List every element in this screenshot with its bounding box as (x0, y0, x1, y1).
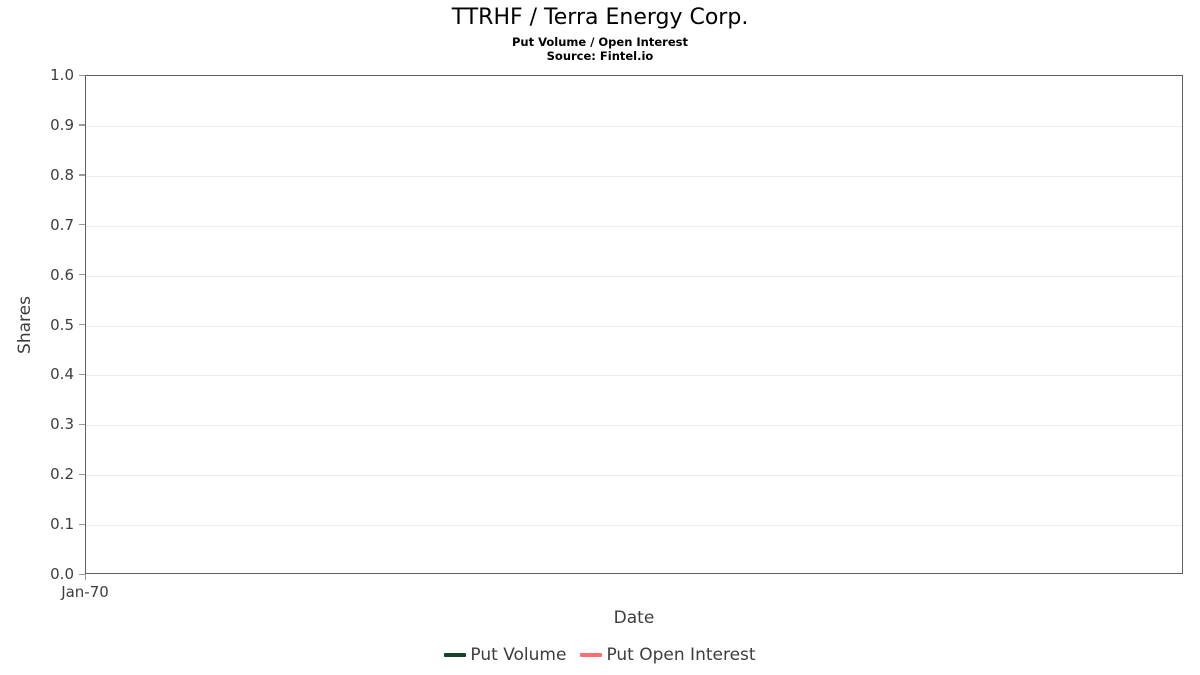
y-axis-tick-mark (79, 174, 85, 176)
x-axis: Jan-70 (61, 574, 1183, 604)
chart-legend: Put Volume Put Open Interest (0, 645, 1200, 665)
x-axis-tick-mark (85, 574, 87, 580)
y-axis-tick-mark (79, 423, 85, 426)
gridline (86, 375, 1182, 377)
y-axis-tick-mark (79, 573, 85, 575)
gridline (86, 475, 1182, 477)
gridline (86, 125, 1182, 127)
legend-label: Put Open Interest (606, 645, 756, 665)
y-axis-tick-label: 0.3 (50, 415, 74, 434)
y-axis-tick: 0.6 (0, 265, 85, 285)
y-axis-tick: 1.0 (0, 65, 85, 85)
y-axis-tick: 0.4 (0, 364, 85, 384)
gridline (86, 525, 1182, 527)
y-axis-tick-label: 0.5 (50, 315, 74, 334)
y-axis-tick: 0.3 (0, 414, 85, 434)
gridline (86, 325, 1182, 327)
y-axis-tick: 0.0 (0, 564, 85, 584)
y-axis-tick-mark (79, 274, 85, 276)
y-axis-tick: 0.8 (0, 165, 85, 185)
y-axis-tick-mark (79, 74, 85, 76)
legend-item[interactable]: Put Volume (444, 645, 566, 665)
gridline (86, 425, 1182, 427)
y-axis: 0.0 0.1 0.2 0.3 0.4 0.5 0.6 0.7 0.8 0.9 1.0 (0, 66, 85, 583)
gridline (86, 175, 1182, 177)
gridlines (86, 76, 1182, 573)
y-axis-tick-mark (79, 473, 85, 475)
gridline (86, 275, 1182, 277)
y-axis-tick-label: 0.7 (50, 215, 74, 234)
y-axis-tick-mark (79, 373, 85, 376)
legend-color-swatch (580, 653, 603, 657)
y-axis-tick-mark (79, 324, 85, 326)
gridline (86, 225, 1182, 227)
y-axis-tick-label: 0.6 (50, 265, 74, 284)
x-axis-tick-label: Jan-70 (61, 583, 109, 601)
y-axis-tick-label: 0.9 (50, 115, 74, 134)
y-axis-tick-label: 0.4 (50, 365, 74, 384)
legend-item[interactable]: Put Open Interest (580, 645, 756, 665)
y-axis-tick-mark (79, 124, 85, 126)
y-axis-tick: 0.9 (0, 115, 85, 135)
plot-area (85, 75, 1183, 574)
y-axis-tick-mark (79, 224, 85, 226)
y-axis-tick-label: 0.2 (50, 465, 74, 484)
legend-label: Put Volume (470, 645, 567, 665)
y-axis-tick: 0.2 (0, 464, 85, 484)
y-axis-tick-label: 1.0 (50, 66, 74, 84)
y-axis-tick: 0.5 (0, 315, 85, 335)
legend-color-swatch (444, 653, 467, 657)
chart-title-block: TTRHF / Terra Energy Corp. Put Volume / … (0, 0, 1200, 63)
series-layer (86, 76, 1182, 574)
chart-subtitle: Put Volume / Open Interest (512, 35, 688, 49)
y-axis-tick-label: 0.1 (50, 515, 74, 534)
y-axis-tick: 0.7 (0, 215, 85, 235)
y-axis-tick-label: 0.8 (50, 165, 74, 184)
chart-source-label: Source: Fintel.io (546, 49, 654, 63)
page-title: TTRHF / Terra Energy Corp. (451, 5, 749, 30)
x-axis-title-label: Date (613, 608, 655, 628)
y-axis-tick: 0.1 (0, 514, 85, 534)
y-axis-tick-label: 0.0 (50, 565, 74, 583)
y-axis-tick-mark (79, 523, 85, 525)
